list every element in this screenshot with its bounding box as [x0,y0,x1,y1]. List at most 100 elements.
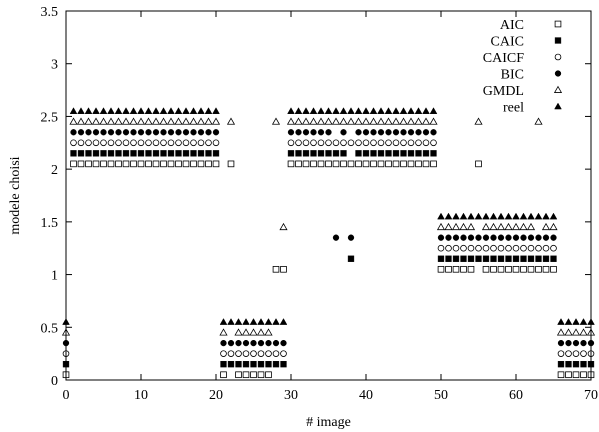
point-caicf [302,139,310,147]
point-caicf [490,244,497,252]
point-gmdl [354,117,363,125]
point-bic [280,339,287,347]
point-reel [197,107,205,114]
point-bic [362,129,370,136]
point-caic [527,255,535,262]
legend-label-caic: CAIC [491,35,524,50]
point-caicf [347,139,355,147]
point-gmdl [399,117,408,125]
point-aic [445,265,452,273]
point-bic [460,234,467,241]
point-bic [370,129,377,136]
point-reel [474,212,483,220]
point-caicf [250,350,257,357]
point-bic [287,129,295,136]
point-caic [512,255,520,262]
point-aic [197,160,205,168]
point-aic [107,160,115,168]
point-caicf [460,244,467,252]
point-reel [504,212,513,220]
point-reel [429,107,438,114]
point-reel [182,107,190,114]
point-aic [512,265,520,273]
point-caicf [430,139,437,147]
point-gmdl [256,328,266,336]
point-gmdl [144,117,153,125]
point-bic [437,234,445,241]
point-reel [324,107,333,114]
point-aic [557,371,565,379]
ticks-layer: 0 10 20 30 40 50 60 70 0 0.5 1 1.5 2 2.5 3 3.5 [41,5,599,403]
point-reel [332,107,340,114]
legend-marker-bic [554,70,562,77]
point-caicf [167,139,175,147]
point-bic [205,129,212,136]
point-bic [197,129,205,136]
point-caic [490,255,497,262]
point-aic [535,265,542,273]
point-aic [122,160,130,168]
point-bic [130,129,137,136]
point-caic [235,361,242,368]
point-caic [130,150,137,157]
point-reel [294,107,303,114]
point-aic [400,160,407,168]
point-reel [542,212,550,220]
point-bic [145,129,152,136]
point-gmdl [564,328,573,336]
point-caic [407,150,415,157]
point-caicf [520,244,527,252]
point-caicf [205,139,212,147]
point-gmdl [339,117,348,125]
point-aic [182,160,190,168]
point-reel [114,107,123,114]
point-reel [354,107,363,114]
point-gmdl [151,117,161,125]
point-gmdl [541,222,551,231]
point-reel [99,107,108,114]
point-gmdl [249,328,258,336]
point-gmdl [196,117,206,125]
point-gmdl [481,222,491,231]
point-caic [460,255,467,262]
point-caic [227,361,235,368]
point-gmdl [234,328,243,336]
point-caic [572,361,580,368]
point-caicf [235,350,242,357]
point-bic [347,234,355,241]
point-caic [370,150,377,157]
point-reel [497,212,505,220]
point-caic [197,150,205,157]
point-reel [107,107,115,114]
point-gmdl [114,117,123,125]
point-caic [100,150,107,157]
point-reel [519,212,528,220]
point-caic [445,255,452,262]
point-caic [145,150,152,157]
point-aic [355,160,362,168]
point-caic [182,150,190,157]
point-bic [70,129,77,136]
point-gmdl [106,117,116,125]
point-aic [310,160,317,168]
point-gmdl [489,222,498,231]
point-caicf [227,350,235,357]
point-caic [467,255,475,262]
point-bic [175,129,182,136]
point-reel [489,212,498,220]
point-bic [92,129,100,136]
point-bic [572,339,580,347]
series-reel [62,107,595,325]
point-caic [437,255,445,262]
point-caicf [130,139,137,147]
point-aic [235,371,242,379]
point-caicf [107,139,115,147]
point-caic [310,150,317,157]
point-gmdl [174,117,183,125]
point-caicf [512,244,520,252]
point-aic [205,160,212,168]
point-gmdl [279,222,288,231]
point-reel [437,212,445,220]
point-bic [445,234,452,241]
